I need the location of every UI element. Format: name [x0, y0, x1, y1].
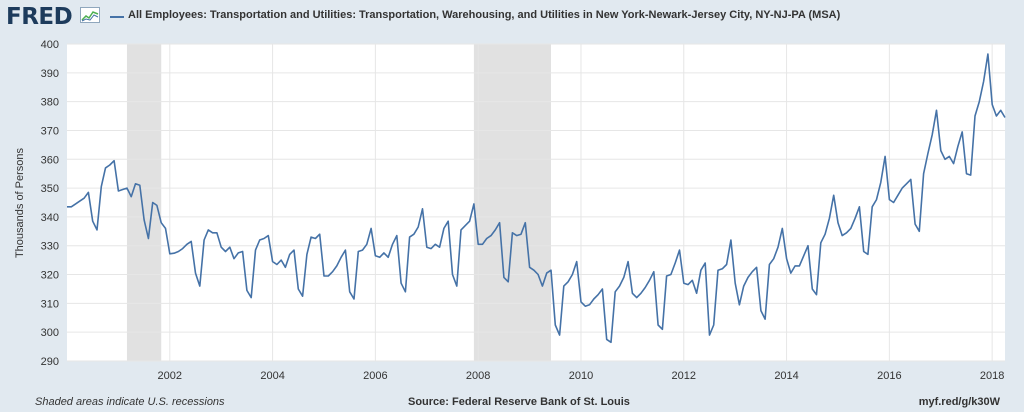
recession-band — [126, 44, 162, 361]
x-axis-ticks: 2002 2004 2006 2008 2010 2012 2014 2016 2018 — [158, 370, 1005, 382]
legend-line-swatch — [110, 16, 124, 18]
x-tick-label: 2008 — [466, 370, 490, 382]
short-url-link[interactable]: myf.red/g/k30W — [918, 396, 1000, 408]
gridlines — [67, 43, 1005, 362]
x-tick-label: 2016 — [877, 370, 901, 382]
fred-graph-icon — [80, 7, 100, 23]
y-tick-label: 300 — [41, 327, 59, 339]
y-tick-label: 360 — [41, 154, 59, 166]
chart-header: FRED All Employees: Transportation and U… — [0, 0, 1024, 34]
x-tick-label: 2004 — [260, 370, 284, 382]
y-tick-label: 350 — [41, 183, 59, 195]
y-tick-label: 400 — [41, 39, 59, 51]
y-tick-label: 310 — [41, 298, 59, 310]
y-tick-label: 330 — [41, 241, 59, 253]
y-axis-ticks: 290 300 310 320 330 340 350 360 370 380 390 400 — [41, 39, 59, 368]
series-line — [67, 53, 1006, 344]
recession-shading — [126, 44, 551, 361]
y-tick-label: 320 — [41, 270, 59, 282]
y-tick-label: 380 — [41, 97, 59, 109]
x-tick-label: 2006 — [363, 370, 387, 382]
x-tick-label: 2010 — [569, 370, 593, 382]
y-tick-label: 370 — [41, 125, 59, 137]
y-tick-label: 390 — [41, 68, 59, 80]
recession-band — [473, 44, 551, 361]
x-tick-label: 2002 — [158, 370, 182, 382]
series-line-group — [67, 53, 1006, 344]
legend-series-title: All Employees: Transportation and Utilit… — [128, 9, 841, 21]
y-tick-label: 290 — [41, 356, 59, 368]
source-credit: Source: Federal Reserve Bank of St. Loui… — [408, 396, 630, 408]
x-tick-label: 2014 — [774, 370, 798, 382]
y-tick-label: 340 — [41, 212, 59, 224]
recession-note: Shaded areas indicate U.S. recessions — [35, 396, 225, 408]
x-tick-label: 2018 — [980, 370, 1004, 382]
fred-logo[interactable]: FRED — [6, 4, 73, 30]
x-tick-label: 2012 — [672, 370, 696, 382]
y-axis-label: Thousands of Persons — [14, 147, 26, 259]
